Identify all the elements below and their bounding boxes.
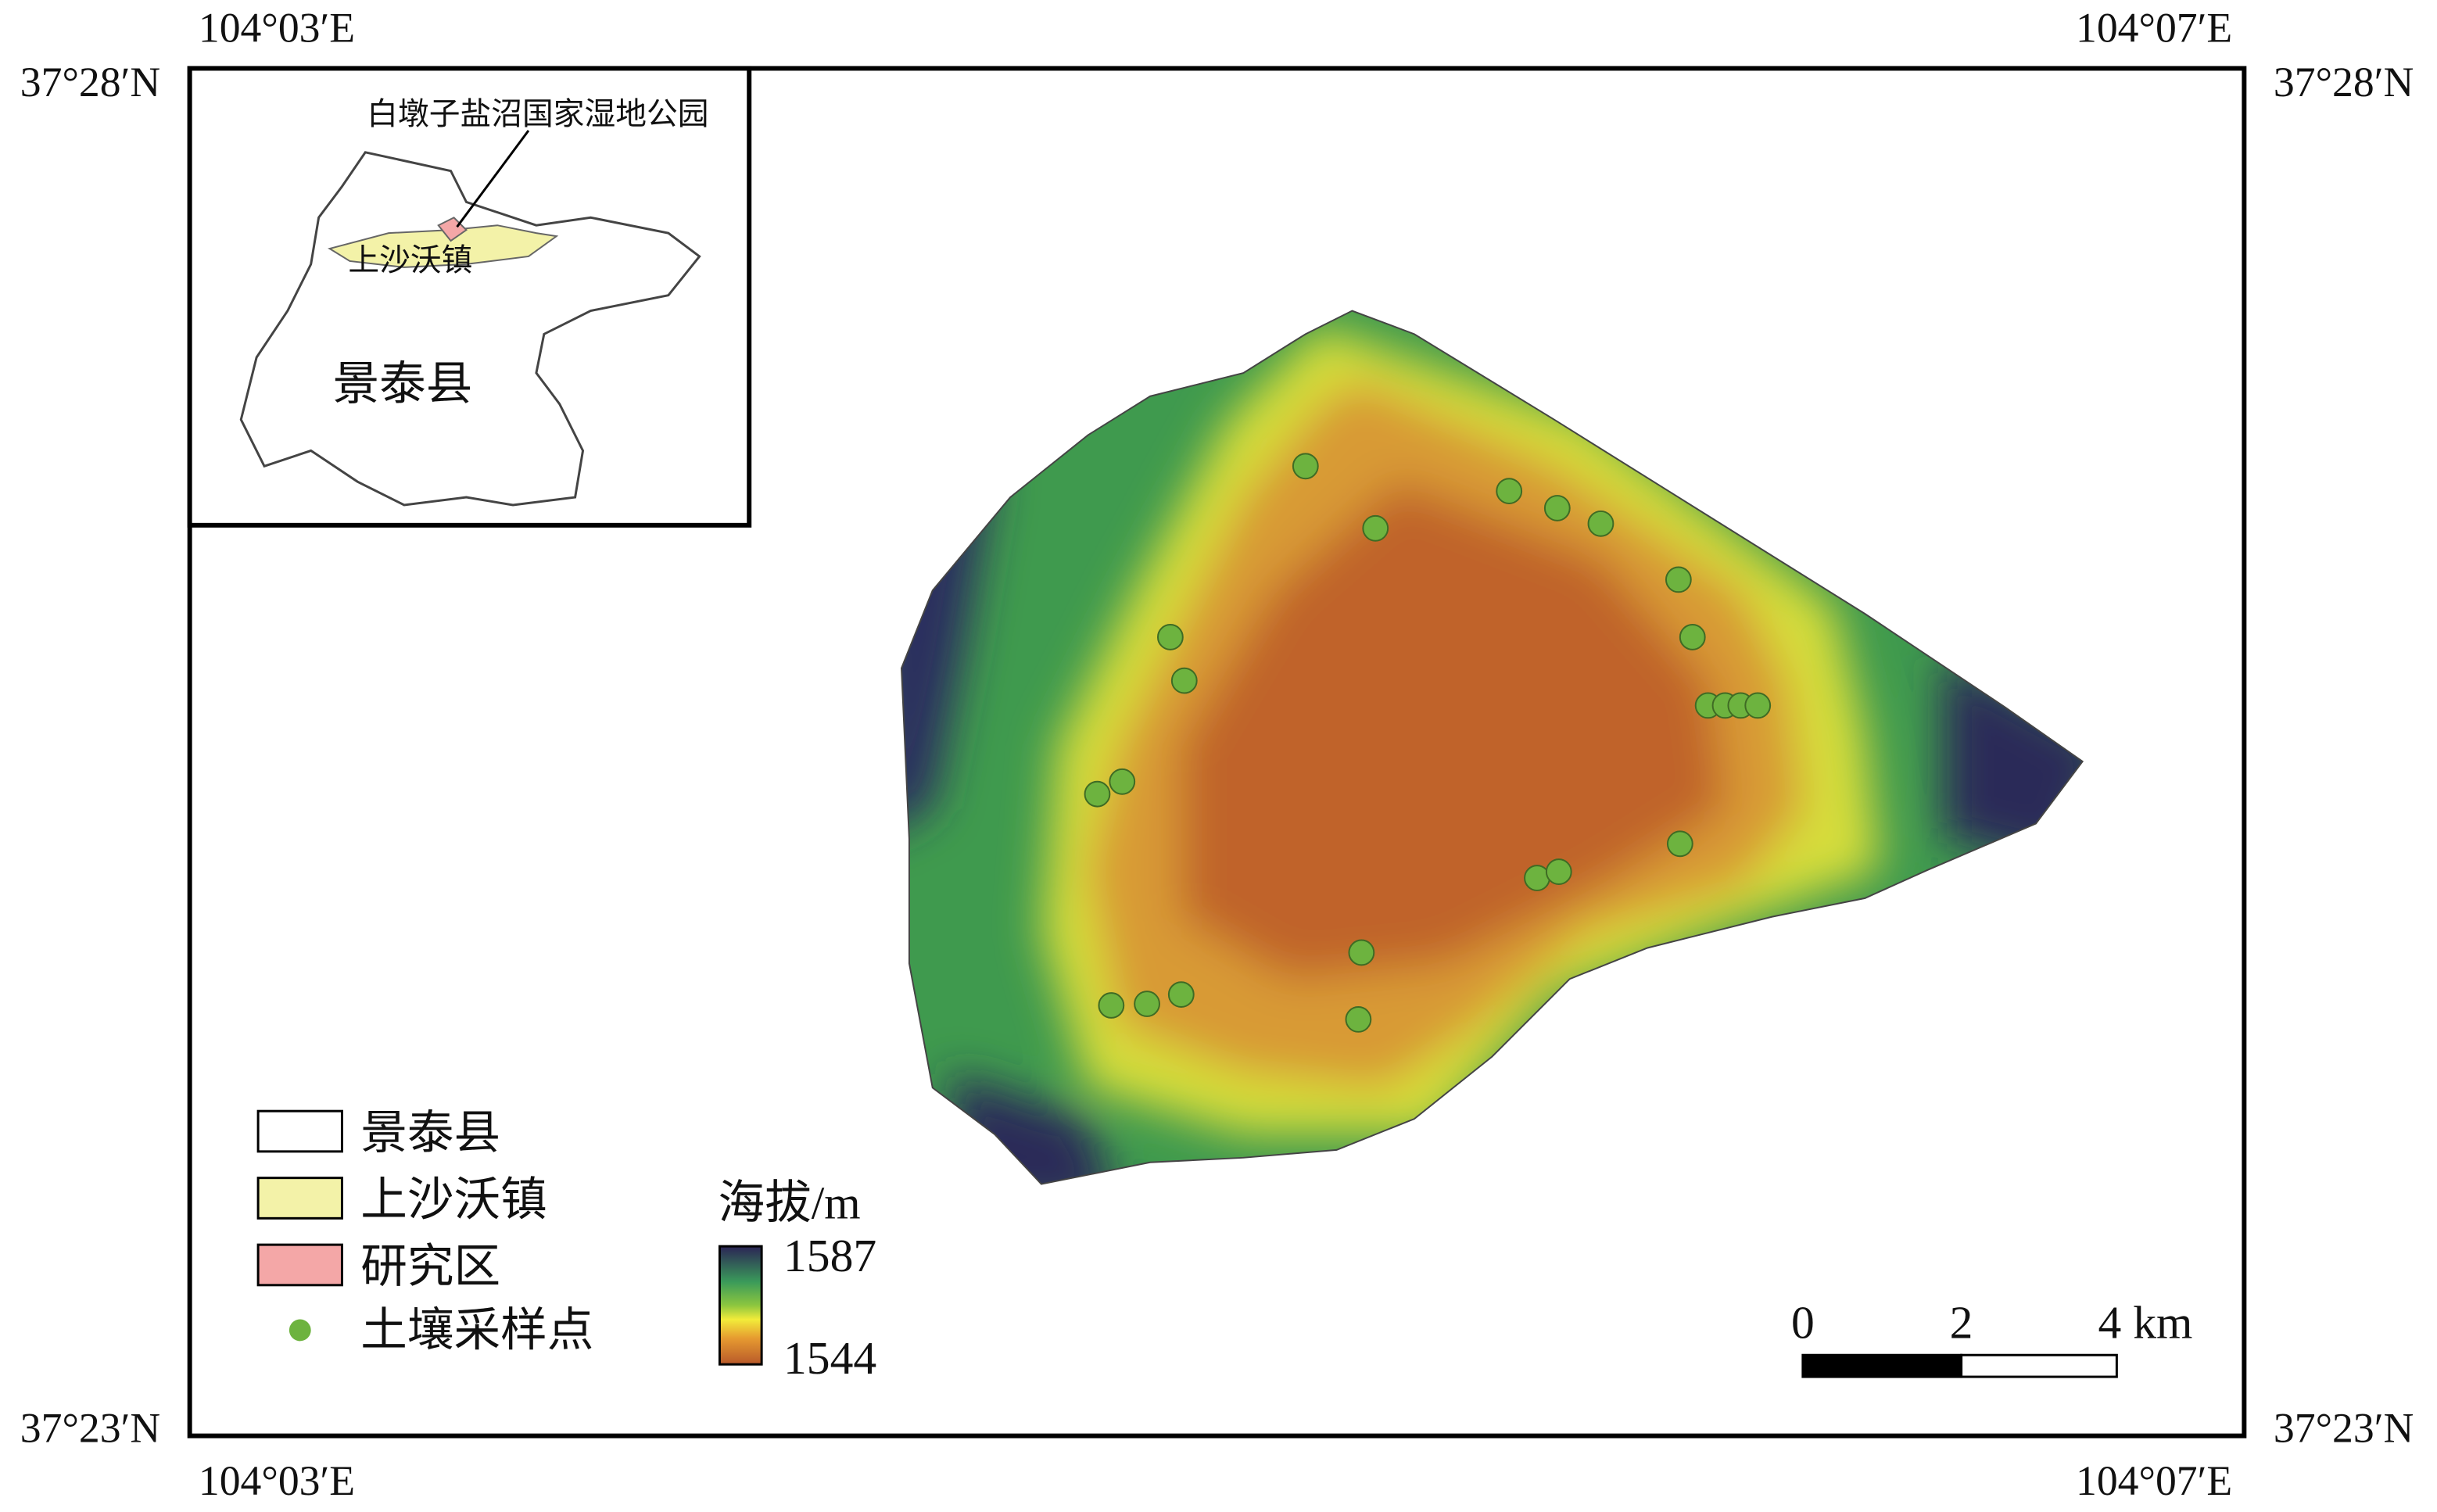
sample-points: [1084, 453, 1772, 1033]
legend-label: 景泰县: [360, 1107, 500, 1159]
lon-label: 104°03′E: [199, 5, 355, 52]
sample-point: [1098, 992, 1125, 1019]
legend-label: 上沙沃镇: [360, 1173, 547, 1225]
scale-label: 2: [1950, 1296, 1973, 1348]
lat-label: 37°23′N: [2274, 1405, 2414, 1452]
sample-point: [1665, 566, 1692, 593]
sample-point: [1109, 768, 1136, 795]
scale-label: 4 km: [2098, 1296, 2193, 1348]
sample-point: [1167, 981, 1195, 1009]
legend-swatch: [256, 1177, 343, 1220]
sample-point: [1543, 495, 1571, 521]
scale-bar: [1801, 1353, 1963, 1378]
legend-swatch: [288, 1319, 311, 1342]
lon-label: 104°07′E: [2076, 5, 2232, 52]
sample-point: [1362, 514, 1389, 542]
sample-point: [1545, 858, 1572, 885]
lat-label: 37°23′N: [20, 1405, 160, 1452]
county-label: 景泰县: [333, 358, 473, 410]
sample-point: [1679, 624, 1706, 650]
sample-point: [1524, 865, 1550, 891]
sample-point: [1345, 1006, 1372, 1033]
sample-point: [1084, 780, 1111, 808]
park-label: 白墩子盐沼国家湿地公园: [367, 97, 708, 131]
colorbar-min: 1544: [783, 1332, 876, 1384]
lon-label: 104°07′E: [2076, 1457, 2232, 1504]
legend-swatch: [256, 1243, 343, 1287]
sample-point: [1156, 624, 1184, 650]
county-outline: [239, 151, 701, 507]
town-label: 上沙沃镇: [348, 243, 472, 278]
scale-label: 0: [1791, 1296, 1815, 1348]
colorbar-max: 1587: [783, 1230, 876, 1281]
sample-point: [1496, 478, 1523, 504]
town-area: [328, 224, 559, 268]
lat-label: 37°28′N: [20, 59, 160, 106]
lon-label: 104°03′E: [199, 1457, 355, 1504]
scale-bar: [1960, 1353, 2118, 1378]
elevation-raster: [901, 310, 2083, 1184]
sample-point: [1587, 510, 1615, 537]
legend-swatch: [256, 1109, 343, 1153]
sample-point: [1744, 692, 1772, 719]
leader-line: [456, 130, 530, 228]
legend-label: 研究区: [360, 1241, 500, 1292]
colorbar-title: 海拔/m: [718, 1177, 860, 1228]
sample-point: [1292, 453, 1319, 480]
sample-point: [1170, 667, 1198, 694]
study-area-outline: [901, 310, 2084, 1185]
legend-label: 土壤采样点: [360, 1304, 593, 1356]
sample-point: [1134, 991, 1160, 1017]
sample-point: [1348, 939, 1375, 966]
sample-point: [1666, 830, 1693, 858]
lat-label: 37°28′N: [2274, 59, 2414, 106]
colorbar: [718, 1245, 763, 1366]
